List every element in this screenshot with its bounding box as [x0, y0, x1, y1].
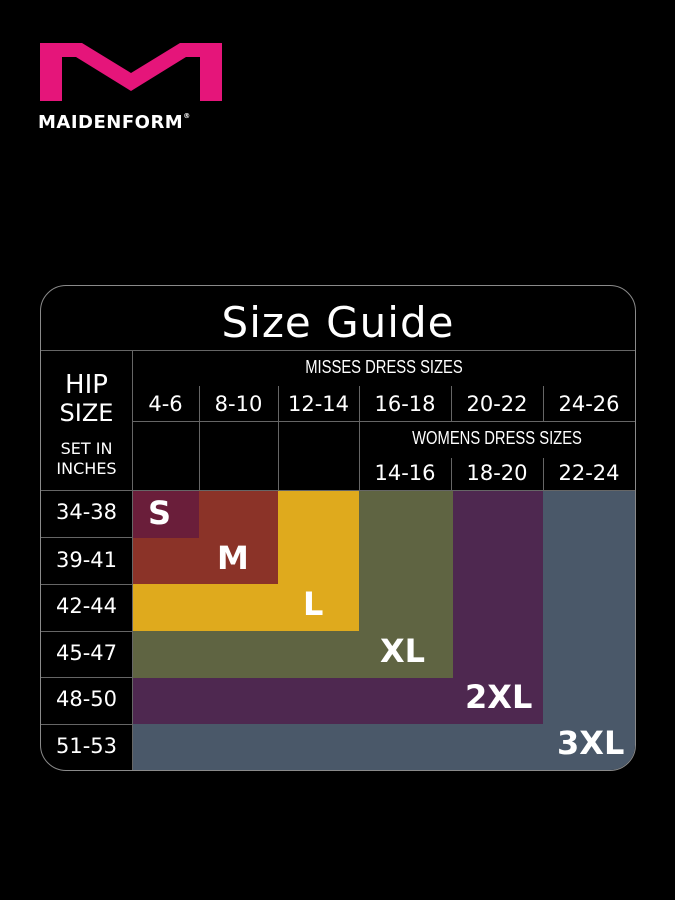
divider [41, 677, 132, 678]
divider [132, 350, 133, 770]
registered-mark: ® [183, 112, 191, 120]
divider [278, 386, 279, 491]
size-label-l: L [303, 585, 324, 623]
hip-row-45-47: 45-47 [55, 641, 118, 665]
size-label-xl: XL [380, 632, 426, 670]
hip-row-39-41: 39-41 [55, 548, 118, 572]
maidenform-logo-icon [40, 43, 222, 101]
womens-dress-sizes-label: WOMENS DRESS SIZES [412, 428, 582, 448]
divider [41, 490, 635, 491]
size-label-s: S [148, 494, 172, 532]
size-block-s [132, 491, 199, 538]
misses-col-20-22: 20-22 [466, 392, 528, 416]
misses-col-16-18: 16-18 [374, 392, 436, 416]
divider [41, 350, 635, 351]
hip-row-51-53: 51-53 [55, 734, 118, 758]
divider [132, 421, 635, 422]
divider [451, 386, 452, 421]
divider [41, 537, 132, 538]
brand-wordmark: MAIDENFORM® [38, 112, 228, 133]
womens-col-14-16: 14-16 [374, 461, 436, 485]
hip-header-line3: SET IN [60, 439, 113, 458]
misses-col-24-26: 24-26 [558, 392, 620, 416]
divider [199, 386, 200, 491]
misses-col-8-10: 8-10 [214, 392, 263, 416]
divider [543, 386, 544, 421]
divider [41, 724, 132, 725]
womens-col-22-24: 22-24 [558, 461, 620, 485]
brand-name: MAIDENFORM [38, 112, 184, 133]
hip-header-line2: SIZE [59, 399, 114, 427]
size-guide-table: Size Guide S M L XL 2XL 3XL HIP SIZE SET… [40, 285, 636, 771]
page-title: Size Guide [221, 298, 455, 347]
hip-row-34-38: 34-38 [55, 500, 118, 524]
hip-header-line4: INCHES [56, 459, 117, 478]
size-label-2xl: 2XL [465, 678, 533, 716]
divider [41, 631, 132, 632]
divider [543, 458, 544, 491]
womens-col-18-20: 18-20 [466, 461, 528, 485]
misses-col-12-14: 12-14 [287, 392, 350, 416]
divider [359, 386, 360, 491]
divider [41, 584, 132, 585]
misses-dress-sizes-label: MISSES DRESS SIZES [305, 357, 463, 377]
hip-row-42-44: 42-44 [55, 594, 118, 618]
hip-row-48-50: 48-50 [55, 687, 118, 711]
hip-header-line1: HIP [65, 370, 108, 400]
misses-col-4-6: 4-6 [148, 392, 183, 416]
divider [451, 458, 452, 491]
size-label-m: M [217, 539, 249, 577]
size-label-3xl: 3XL [557, 724, 625, 762]
